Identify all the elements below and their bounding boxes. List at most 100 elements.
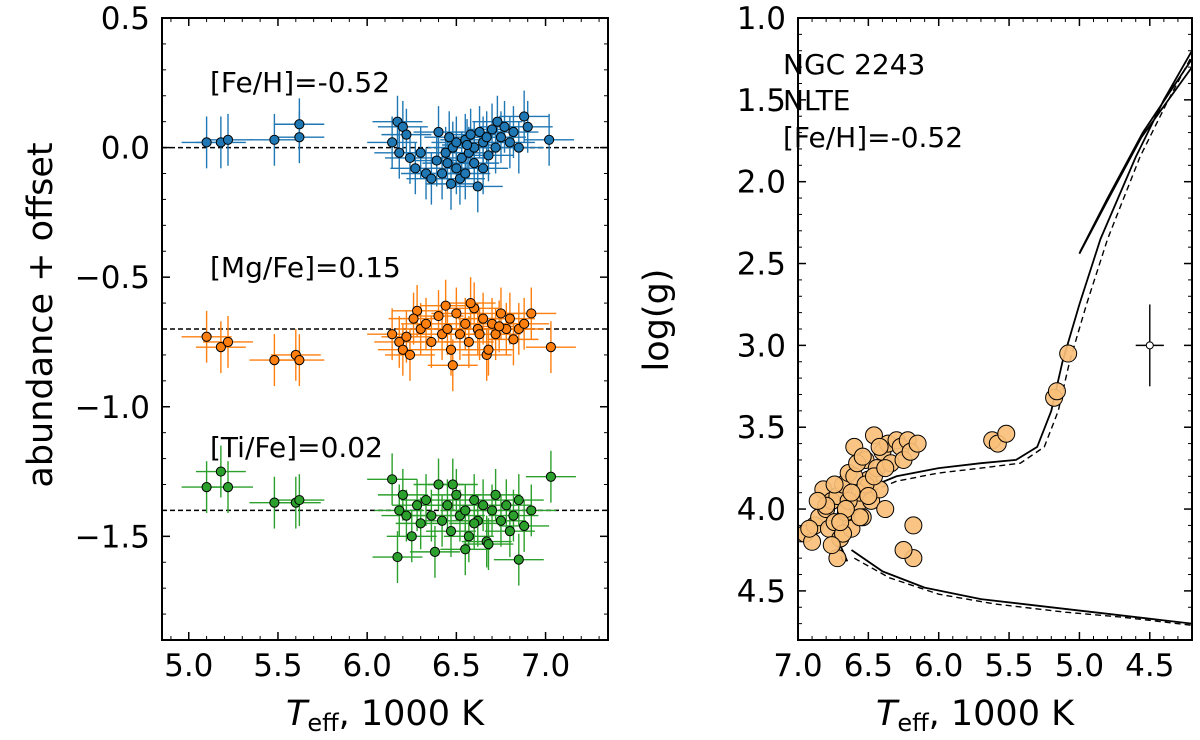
star-data-point <box>859 486 878 505</box>
ti-data-point <box>447 479 458 490</box>
fe-data-point <box>469 158 480 169</box>
kiel-y-axis-label: log(g) <box>637 269 677 372</box>
mg-data-point <box>465 297 476 309</box>
ti-data-point <box>392 551 403 563</box>
mg-data-point <box>454 329 466 340</box>
kiel-clipped-content <box>798 50 1192 626</box>
x-tick-label: 5.5 <box>253 648 302 684</box>
mg-data-point <box>420 318 432 329</box>
fe-h-annotation: [Fe/H]=-0.52 <box>210 66 390 99</box>
mg-data-point <box>545 342 557 353</box>
star-data-point <box>850 508 869 527</box>
ti-data-point <box>433 479 444 490</box>
x-label-unit: , 1000 K <box>339 694 485 734</box>
star-data-point <box>894 540 913 559</box>
ti-data-point <box>394 505 405 516</box>
mg-data-point <box>201 331 212 342</box>
star-data-point <box>853 447 872 466</box>
ti-data-point <box>397 489 408 500</box>
mg-data-point <box>504 313 515 324</box>
fe-data-point <box>451 163 462 174</box>
fe-data-point <box>495 132 507 143</box>
isochrone-dashed-line <box>833 55 1192 626</box>
ti-data-point <box>478 500 489 511</box>
ti-data-point <box>460 544 471 555</box>
ti-data-point <box>429 546 441 557</box>
ti-data-point <box>387 474 398 485</box>
mg-fe-annotation: [Mg/Fe]=0.15 <box>210 251 401 284</box>
mg-data-point <box>433 310 444 322</box>
x-tick-label: 6.5 <box>844 648 893 684</box>
fe-data-point <box>499 121 510 132</box>
typical-error-point <box>1145 341 1154 350</box>
mg-data-point <box>222 336 234 348</box>
fe-data-point <box>492 116 503 127</box>
fe-data-point <box>410 163 421 174</box>
fe-data-point <box>465 129 476 140</box>
y-tick-label: 1.5 <box>737 83 786 119</box>
y-tick-label: −0.5 <box>75 260 150 296</box>
ti-data-point <box>483 539 494 550</box>
mg-data-point <box>478 313 489 324</box>
mg-data-point <box>440 300 451 311</box>
mg-data-point <box>387 329 398 340</box>
fe-data-point <box>436 168 448 179</box>
kiel-plot-area <box>798 50 1192 626</box>
fe-data-point <box>474 126 485 138</box>
mg-data-point <box>215 342 226 353</box>
mg-data-point <box>294 355 305 366</box>
fe-data-point <box>472 181 483 192</box>
x-tick-label: 4.5 <box>1125 648 1174 684</box>
mg-data-point <box>408 313 419 324</box>
fe-data-point <box>519 111 530 122</box>
fe-data-point <box>483 150 494 161</box>
kiel-x-axis-label: Teff, 1000 K <box>876 694 1075 737</box>
fe-data-point <box>478 163 489 174</box>
ti-data-point <box>415 518 426 529</box>
star-data-point <box>876 459 895 478</box>
ti-data-point <box>486 505 498 516</box>
nlte-annotation: NLTE <box>783 84 850 117</box>
fe-data-point <box>504 137 515 148</box>
fe-data-point <box>294 119 305 130</box>
ti-data-point <box>426 510 437 521</box>
fe-data-point <box>461 139 473 151</box>
star-data-point <box>831 513 850 532</box>
star-data-point <box>908 434 927 453</box>
x-tick-label: 6.0 <box>914 648 963 684</box>
mg-data-point <box>269 355 280 366</box>
fe-data-point <box>404 152 416 164</box>
star-data-point <box>842 483 861 502</box>
y-tick-label: 4.0 <box>737 492 786 528</box>
ti-data-point <box>504 526 515 537</box>
mg-data-point <box>426 336 437 348</box>
mg-data-point <box>460 318 471 329</box>
mg-data-point <box>404 349 416 361</box>
fe-data-point <box>426 173 437 184</box>
mg-data-point <box>495 308 507 319</box>
star-data-point <box>904 516 923 535</box>
x-label-subscript: eff <box>897 709 929 737</box>
ti-data-point <box>460 505 471 516</box>
y-tick-label: 1.0 <box>737 1 786 37</box>
ti-data-point <box>442 500 453 511</box>
x-label-symbol: T <box>286 694 310 734</box>
y-tick-label: 3.5 <box>737 410 786 446</box>
star-data-point <box>997 424 1016 443</box>
fe-data-point <box>222 134 234 145</box>
ti-data-point <box>451 489 462 500</box>
ti-data-point <box>412 500 423 511</box>
y-tick-label: 0.0 <box>101 131 150 167</box>
ti-data-point <box>436 515 448 526</box>
fe-data-point <box>445 178 457 189</box>
ti-data-point <box>445 526 457 537</box>
x-tick-label: 5.0 <box>164 648 213 684</box>
mg-data-point <box>397 344 408 355</box>
kiel-axes-frame <box>797 17 1193 641</box>
star-data-point <box>876 500 895 519</box>
cluster-name-annotation: NGC 2243 <box>783 48 925 81</box>
ti-data-point <box>269 497 280 508</box>
ti-data-point <box>519 520 530 532</box>
fe-data-point <box>387 137 398 148</box>
fe-data-point <box>508 126 519 138</box>
